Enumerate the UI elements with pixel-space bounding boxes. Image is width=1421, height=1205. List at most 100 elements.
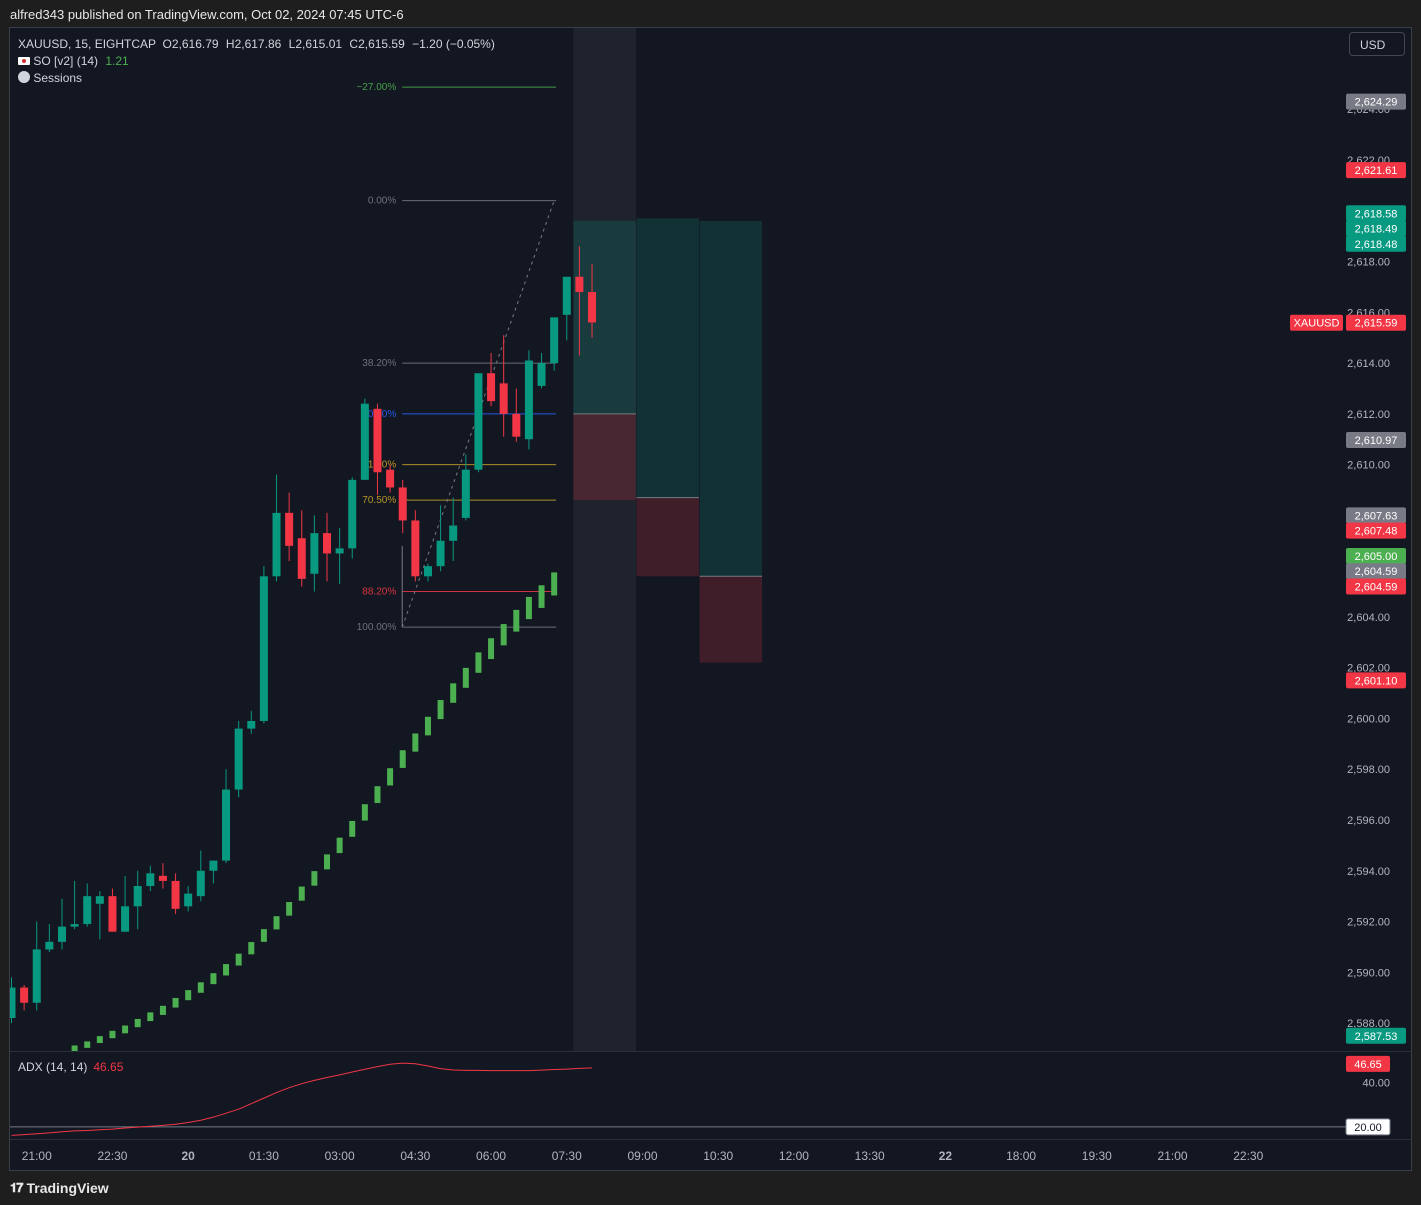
candle-body[interactable] — [247, 721, 256, 729]
band-bar — [197, 982, 204, 993]
candle-body[interactable] — [272, 512, 281, 577]
candle-body[interactable] — [196, 870, 205, 897]
price-tag[interactable] — [1346, 235, 1406, 252]
price-tag[interactable] — [1346, 93, 1406, 110]
candle-body[interactable] — [360, 403, 369, 480]
candle-body[interactable] — [32, 949, 41, 1003]
price-tag-label: 2,605.00 — [1355, 551, 1398, 563]
candle-body[interactable] — [398, 487, 407, 521]
candle-body[interactable] — [335, 548, 344, 554]
candle-body[interactable] — [373, 408, 382, 473]
footer-brand[interactable]: 𝟏𝟕 TradingView — [10, 1180, 109, 1196]
candle-body[interactable] — [411, 520, 420, 577]
time-tick-label: 09:00 — [627, 1149, 657, 1163]
adx-line[interactable] — [11, 1062, 593, 1136]
candle-body[interactable] — [108, 896, 117, 932]
candle-body[interactable] — [487, 373, 496, 402]
price-tag[interactable] — [1346, 162, 1406, 179]
indicator-sessions[interactable]: Sessions — [33, 71, 83, 85]
price-tag[interactable] — [1346, 522, 1406, 539]
band-bar — [324, 854, 330, 870]
fib-level-label: 100.00% — [357, 622, 397, 633]
close-label: C — [349, 37, 359, 51]
band-bar — [551, 572, 558, 596]
candle-body[interactable] — [423, 566, 432, 577]
price-tag[interactable] — [1346, 563, 1406, 580]
position-target-zone[interactable] — [636, 218, 699, 498]
price-tag-label: 2,615.59 — [1355, 318, 1398, 330]
price-tick-label: 2,594.00 — [1347, 866, 1390, 878]
candle-body[interactable] — [310, 533, 319, 574]
adx-value-tag[interactable] — [1346, 1055, 1390, 1072]
price-tag-label: 2,604.59 — [1355, 566, 1398, 578]
candle-body[interactable] — [184, 893, 193, 907]
candle-body[interactable] — [259, 576, 268, 721]
price-tag[interactable] — [1346, 578, 1406, 595]
candle-body[interactable] — [10, 987, 16, 1018]
candle-body[interactable] — [57, 926, 66, 942]
candle-body[interactable] — [95, 896, 104, 904]
candle-body[interactable] — [158, 875, 167, 881]
candle-body[interactable] — [83, 896, 92, 925]
candle-body[interactable] — [20, 987, 29, 1003]
symbol-tag[interactable] — [1290, 314, 1343, 331]
position-target-zone[interactable] — [573, 220, 636, 414]
price-tag-label: 2,601.10 — [1355, 675, 1398, 687]
candle-body[interactable] — [562, 276, 571, 315]
candle-body[interactable] — [297, 538, 306, 579]
band-bar — [500, 624, 507, 646]
price-tag[interactable] — [1346, 548, 1406, 564]
price-tag[interactable] — [1346, 672, 1406, 689]
price-tag-label: 2,610.97 — [1355, 435, 1398, 447]
price-tag[interactable] — [1346, 431, 1406, 448]
price-tag[interactable] — [1346, 220, 1406, 237]
candle-body[interactable] — [474, 373, 483, 470]
position-stop-zone[interactable] — [636, 497, 699, 577]
band-bar — [159, 1005, 166, 1015]
candle-body[interactable] — [524, 360, 533, 440]
candle-body[interactable] — [285, 512, 294, 546]
candle-body[interactable] — [348, 479, 357, 549]
candle-body[interactable] — [234, 728, 243, 790]
currency-button[interactable]: USD — [1349, 32, 1405, 56]
candle-body[interactable] — [550, 317, 559, 364]
candle-body[interactable] — [70, 924, 79, 927]
band-bar — [248, 942, 255, 955]
price-tag[interactable] — [1346, 205, 1406, 222]
candle-body[interactable] — [537, 363, 546, 386]
symbol-label[interactable]: XAUUSD, 15, EIGHTCAP — [18, 37, 156, 51]
candle-body[interactable] — [512, 413, 521, 437]
indicator-so[interactable]: SO [v2] (14) — [33, 54, 99, 68]
band-bar — [286, 902, 293, 916]
main-chart[interactable]: −27.00%0.00%38.20%50.00%61.80%70.50%88.2… — [10, 28, 1411, 1170]
candle-body[interactable] — [386, 469, 395, 488]
position-target-zone[interactable] — [699, 220, 763, 577]
candle-body[interactable] — [146, 873, 155, 886]
open-label: O — [162, 37, 172, 51]
candle-body[interactable] — [499, 383, 508, 414]
price-tag-label: 2,604.59 — [1355, 581, 1398, 593]
adx-label[interactable]: ADX (14, 14) — [18, 1060, 88, 1074]
adx-value-tag-label: 46.65 — [1354, 1059, 1382, 1071]
candle-body[interactable] — [222, 789, 231, 861]
position-stop-zone[interactable] — [573, 413, 636, 501]
candle-body[interactable] — [133, 886, 142, 907]
change-value: −1.20 (−0.05%) — [412, 37, 495, 51]
price-tag[interactable] — [1346, 507, 1406, 524]
candle-body[interactable] — [323, 533, 331, 554]
price-tag[interactable] — [1346, 1027, 1406, 1044]
candle-body[interactable] — [461, 469, 470, 518]
indicator-so-value: 1.21 — [105, 54, 129, 68]
price-tag-label: 2,607.48 — [1355, 526, 1398, 538]
candle-body[interactable] — [209, 860, 218, 871]
candle-body[interactable] — [121, 906, 130, 932]
candle-body[interactable] — [449, 525, 458, 541]
adx-level-tag[interactable] — [1345, 1118, 1391, 1136]
price-tag[interactable] — [1346, 314, 1406, 331]
candle-body[interactable] — [436, 540, 445, 567]
candle-body[interactable] — [588, 292, 597, 323]
candle-body[interactable] — [575, 276, 584, 292]
candle-body[interactable] — [171, 880, 180, 909]
position-stop-zone[interactable] — [699, 576, 763, 663]
candle-body[interactable] — [45, 941, 54, 950]
